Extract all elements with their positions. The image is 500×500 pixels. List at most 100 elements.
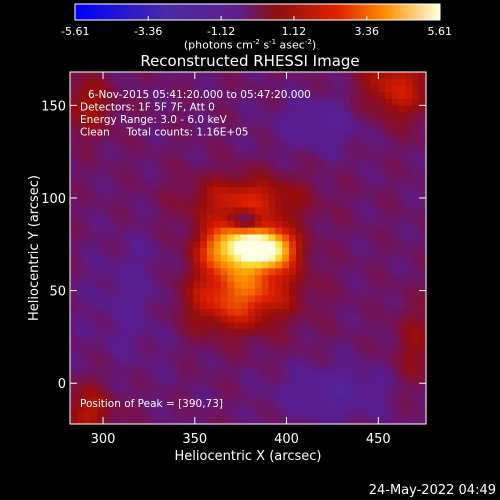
heatmap-cell [309, 234, 318, 242]
heatmap-cell [295, 119, 304, 127]
heatmap-cell [220, 180, 229, 188]
heatmap-cell [261, 200, 270, 208]
heatmap-cell [124, 132, 133, 141]
heatmap-cell [70, 207, 78, 215]
heatmap-cell [350, 417, 359, 425]
x-tick-label: 350 [182, 432, 207, 447]
heatmap-cell [234, 200, 242, 208]
heatmap-cell [241, 248, 249, 256]
heatmap-cell [364, 363, 372, 371]
heatmap-cell [200, 241, 208, 249]
heatmap-cell [330, 105, 338, 114]
heatmap-cell [145, 329, 153, 337]
heatmap-cell [179, 207, 187, 215]
heatmap-cell [248, 363, 256, 371]
heatmap-cell [138, 126, 146, 134]
heatmap-cell [90, 99, 98, 107]
heatmap-cell [398, 207, 407, 215]
heatmap-cell [111, 295, 119, 303]
heatmap-cell [357, 349, 365, 357]
heatmap-cell [350, 166, 359, 175]
heatmap-cell [289, 187, 297, 195]
heatmap-cell [405, 376, 413, 384]
heatmap-cell [145, 166, 153, 175]
heatmap-cell [316, 383, 324, 391]
heatmap-cell [405, 126, 413, 134]
heatmap-cell [234, 410, 242, 418]
heatmap-cell [364, 112, 372, 120]
heatmap-cell [289, 254, 297, 263]
heatmap-cell [316, 288, 324, 296]
heatmap-cell [371, 139, 379, 148]
heatmap-cell [241, 410, 249, 418]
heatmap-cell [213, 342, 222, 351]
heatmap-cell [111, 139, 119, 148]
heatmap-cell [412, 261, 420, 269]
heatmap-cell [282, 410, 290, 418]
heatmap-cell [227, 396, 235, 405]
heatmap-cell [165, 342, 174, 351]
heatmap-cell [364, 383, 372, 391]
heatmap-cell [76, 288, 85, 296]
heatmap-cell [357, 336, 365, 344]
heatmap-cell [350, 302, 359, 310]
plot-frame [69, 71, 427, 425]
heatmap-cell [159, 132, 167, 141]
heatmap-cell [104, 254, 112, 263]
heatmap-cell [152, 160, 160, 168]
heatmap-cell [357, 78, 365, 87]
heatmap-cell [241, 160, 249, 168]
heatmap-cell [261, 146, 270, 154]
heatmap-cell [316, 72, 324, 80]
heatmap-cell [343, 390, 352, 398]
heatmap-cell [316, 227, 324, 236]
heatmap-cell [104, 288, 112, 296]
heatmap-cell [357, 112, 365, 120]
heatmap-cell [405, 105, 413, 114]
heatmap-cell [138, 139, 146, 148]
heatmap-cell [241, 132, 249, 141]
heatmap-cell [200, 99, 208, 107]
heatmap-cell [186, 349, 194, 357]
heatmap-cell [200, 302, 208, 310]
heatmap-cell [193, 78, 201, 87]
heatmap-cell [323, 376, 331, 384]
heatmap-cell [104, 417, 112, 425]
heatmap-cell [350, 410, 359, 418]
colorbar-tick-label: -3.36 [134, 25, 162, 38]
heatmap-cell [391, 349, 400, 357]
heatmap-cell [261, 180, 270, 188]
heatmap-cell [213, 248, 222, 256]
heatmap-cell [227, 234, 235, 242]
heatmap-cell [337, 396, 345, 405]
heatmap-cell [268, 329, 276, 337]
heatmap-cell [295, 383, 304, 391]
heatmap-cell [213, 153, 222, 161]
heatmap-cell [152, 85, 160, 93]
heatmap-cell [405, 403, 413, 412]
heatmap-cell [302, 356, 311, 364]
heatmap-cell [343, 356, 352, 364]
heatmap-cell [172, 193, 181, 202]
heatmap-cell [391, 329, 400, 337]
heatmap-cell [83, 132, 92, 141]
heatmap-cell [302, 166, 311, 175]
heatmap-cell [186, 376, 194, 384]
heatmap-cell [117, 349, 126, 357]
heatmap-cell [165, 119, 174, 127]
heatmap-cell [289, 234, 297, 242]
heatmap-cell [384, 403, 393, 412]
heatmap-cell [145, 227, 153, 236]
heatmap-cell [152, 308, 160, 317]
heatmap-cell [302, 119, 311, 127]
heatmap-cell [179, 99, 187, 107]
heatmap-cell [97, 349, 105, 357]
heatmap-cell [316, 180, 324, 188]
heatmap-cell [97, 146, 105, 154]
heatmap-cell [76, 160, 85, 168]
heatmap-cell [152, 396, 160, 405]
heatmap-cell [83, 180, 92, 188]
heatmap-cell [337, 173, 345, 181]
heatmap-cell [70, 336, 78, 344]
heatmap-cell [371, 281, 379, 290]
